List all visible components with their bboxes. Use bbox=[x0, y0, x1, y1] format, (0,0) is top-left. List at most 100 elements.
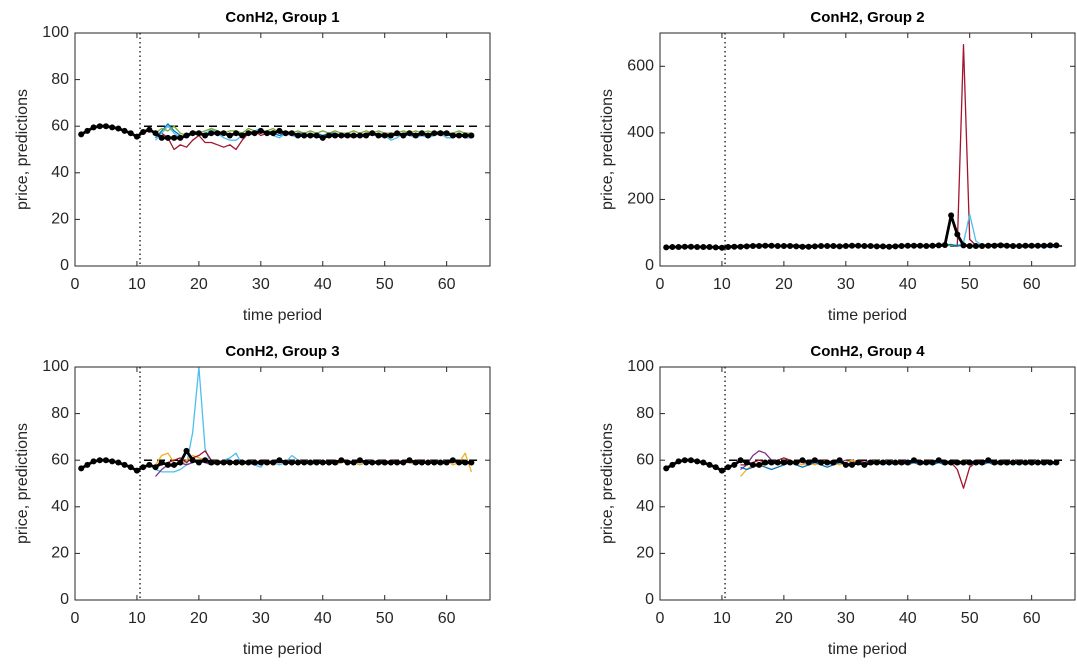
price-point bbox=[1053, 242, 1060, 249]
panel: ConH2, Group 1 time period price, predicti… bbox=[14, 9, 491, 324]
price-point bbox=[418, 130, 425, 137]
price-point bbox=[449, 457, 456, 464]
panel: ConH2, Group 2 time period price, predicti… bbox=[599, 9, 1076, 324]
price-point bbox=[898, 243, 905, 250]
x-tick-label: 40 bbox=[314, 276, 332, 293]
price-point bbox=[363, 459, 370, 466]
price-point bbox=[979, 243, 986, 250]
y-axis-label: price, predictions bbox=[14, 89, 31, 210]
price-point bbox=[855, 242, 862, 249]
price-point bbox=[842, 461, 849, 468]
price-point bbox=[443, 130, 450, 137]
x-axis-label: time period bbox=[828, 641, 907, 658]
price-point bbox=[425, 459, 432, 466]
price-point bbox=[836, 243, 843, 250]
price-point bbox=[1041, 242, 1048, 249]
price-point bbox=[375, 132, 382, 139]
price-point bbox=[768, 459, 775, 466]
x-tick-label: 60 bbox=[438, 276, 456, 293]
price-point bbox=[941, 459, 948, 466]
x-tick-label: 50 bbox=[376, 610, 394, 627]
price-point bbox=[793, 459, 800, 466]
price-line bbox=[80, 124, 472, 140]
price-point bbox=[431, 459, 438, 466]
price-point bbox=[737, 457, 744, 464]
x-tick-label: 30 bbox=[252, 276, 270, 293]
x-tick-label: 60 bbox=[438, 610, 456, 627]
price-point bbox=[867, 459, 874, 466]
price-point bbox=[855, 459, 862, 466]
price-point bbox=[226, 459, 233, 466]
price-point bbox=[805, 459, 812, 466]
x-tick-label: 10 bbox=[713, 276, 731, 293]
price-point bbox=[276, 127, 283, 134]
price-point bbox=[923, 459, 930, 466]
price-point bbox=[966, 243, 973, 250]
price-point bbox=[78, 131, 85, 138]
price-point bbox=[879, 243, 886, 250]
price-point bbox=[325, 459, 332, 466]
price-point bbox=[301, 459, 308, 466]
price-point bbox=[400, 459, 407, 466]
price-point bbox=[960, 242, 967, 249]
plot-area bbox=[660, 367, 1075, 600]
price-point bbox=[681, 243, 688, 250]
panel-title: ConH2, Group 4 bbox=[810, 343, 925, 360]
price-point bbox=[904, 242, 911, 249]
price-point bbox=[954, 459, 961, 466]
price-point bbox=[332, 132, 339, 139]
panel: ConH2, Group 4 time period price, predicti… bbox=[599, 343, 1076, 658]
price-point bbox=[985, 457, 992, 464]
price-point bbox=[239, 132, 246, 139]
price-point bbox=[787, 243, 794, 250]
x-axis-label: time period bbox=[828, 307, 907, 324]
price-point bbox=[972, 243, 979, 250]
x-axis-label: time period bbox=[243, 641, 322, 658]
price-point bbox=[363, 132, 370, 139]
price-point bbox=[669, 244, 676, 251]
price-point bbox=[811, 243, 818, 250]
price-point bbox=[663, 465, 670, 472]
price-line bbox=[666, 214, 1057, 250]
price-point bbox=[288, 130, 295, 137]
price-point bbox=[1028, 459, 1035, 466]
price-point bbox=[208, 130, 215, 137]
price-point bbox=[208, 459, 215, 466]
price-point bbox=[1022, 242, 1029, 249]
axes-box bbox=[659, 366, 1076, 601]
price-point bbox=[904, 459, 911, 466]
price-point bbox=[96, 457, 103, 464]
price-point bbox=[1022, 459, 1029, 466]
price-point bbox=[774, 459, 781, 466]
y-tick-label: 100 bbox=[627, 358, 654, 375]
price-point bbox=[146, 461, 153, 468]
y-tick-label: 80 bbox=[51, 71, 69, 88]
price-point bbox=[307, 132, 314, 139]
price-point bbox=[917, 459, 924, 466]
price-point bbox=[127, 464, 134, 471]
price-point bbox=[762, 242, 769, 249]
price-line bbox=[80, 449, 472, 473]
x-tick-label: 10 bbox=[128, 276, 146, 293]
price-point bbox=[743, 243, 750, 250]
price-point bbox=[941, 242, 948, 249]
x-axis-label: time period bbox=[243, 307, 322, 324]
y-tick-label: 100 bbox=[42, 24, 69, 41]
y-tick-label: 20 bbox=[51, 211, 69, 228]
y-tick-label: 40 bbox=[51, 164, 69, 181]
price-point bbox=[226, 132, 233, 139]
price-line bbox=[665, 458, 1057, 473]
panel: ConH2, Group 3 time period price, predicti… bbox=[14, 343, 491, 658]
price-point bbox=[171, 134, 178, 141]
price-point bbox=[251, 130, 258, 137]
price-point bbox=[344, 132, 351, 139]
price-point bbox=[325, 132, 332, 139]
x-tick-label: 0 bbox=[656, 610, 665, 627]
price-point bbox=[768, 242, 775, 249]
price-point bbox=[133, 467, 140, 474]
price-point bbox=[929, 459, 936, 466]
price-point bbox=[749, 461, 756, 468]
x-tick-label: 0 bbox=[71, 610, 80, 627]
price-point bbox=[214, 130, 221, 137]
price-point bbox=[418, 459, 425, 466]
